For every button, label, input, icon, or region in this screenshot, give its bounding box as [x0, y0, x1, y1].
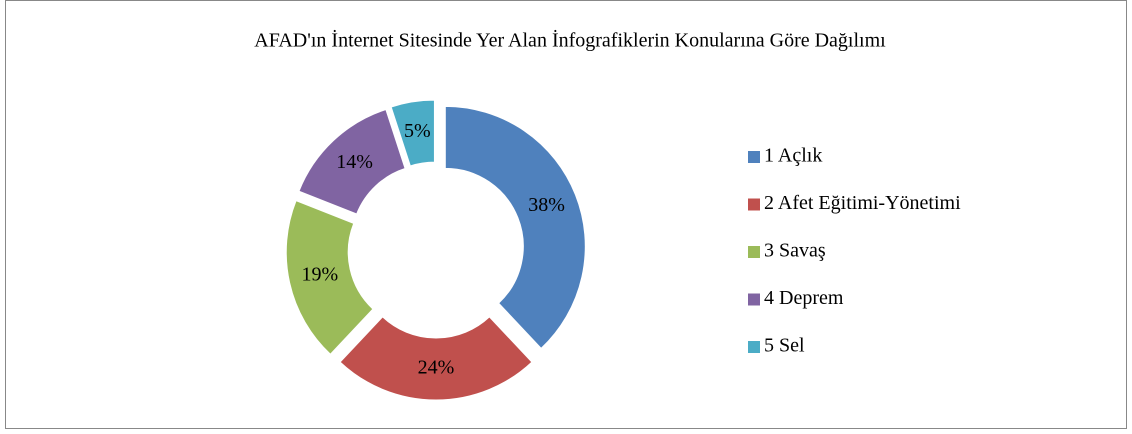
- legend-swatch: [748, 246, 760, 258]
- legend-label: 4 Deprem: [764, 287, 844, 309]
- doughnut-segment: [339, 316, 533, 401]
- doughnut-segment: [298, 108, 406, 215]
- legend-label: 2 Afet Eğitimi-Yönetimi: [764, 192, 961, 214]
- legend-swatch: [748, 341, 760, 353]
- legend-swatch: [748, 198, 760, 211]
- data-label: 5%: [404, 120, 431, 142]
- legend-swatch: [748, 151, 760, 163]
- doughnut-segment: [285, 199, 374, 355]
- data-label: 38%: [528, 194, 565, 216]
- legend-swatch: [748, 293, 760, 306]
- legend-label: 1 Açlık: [764, 145, 822, 167]
- doughnut-segment: [390, 99, 435, 167]
- legend-label: 5 Sel: [764, 335, 805, 357]
- legend-label: 3 Savaş: [764, 240, 826, 262]
- doughnut-segment: [444, 105, 586, 350]
- chart-title: AFAD'ın İnternet Sitesinde Yer Alan İnfo…: [254, 29, 886, 52]
- data-label: 14%: [336, 151, 373, 173]
- data-label: 19%: [302, 264, 339, 286]
- data-label: 24%: [418, 357, 455, 379]
